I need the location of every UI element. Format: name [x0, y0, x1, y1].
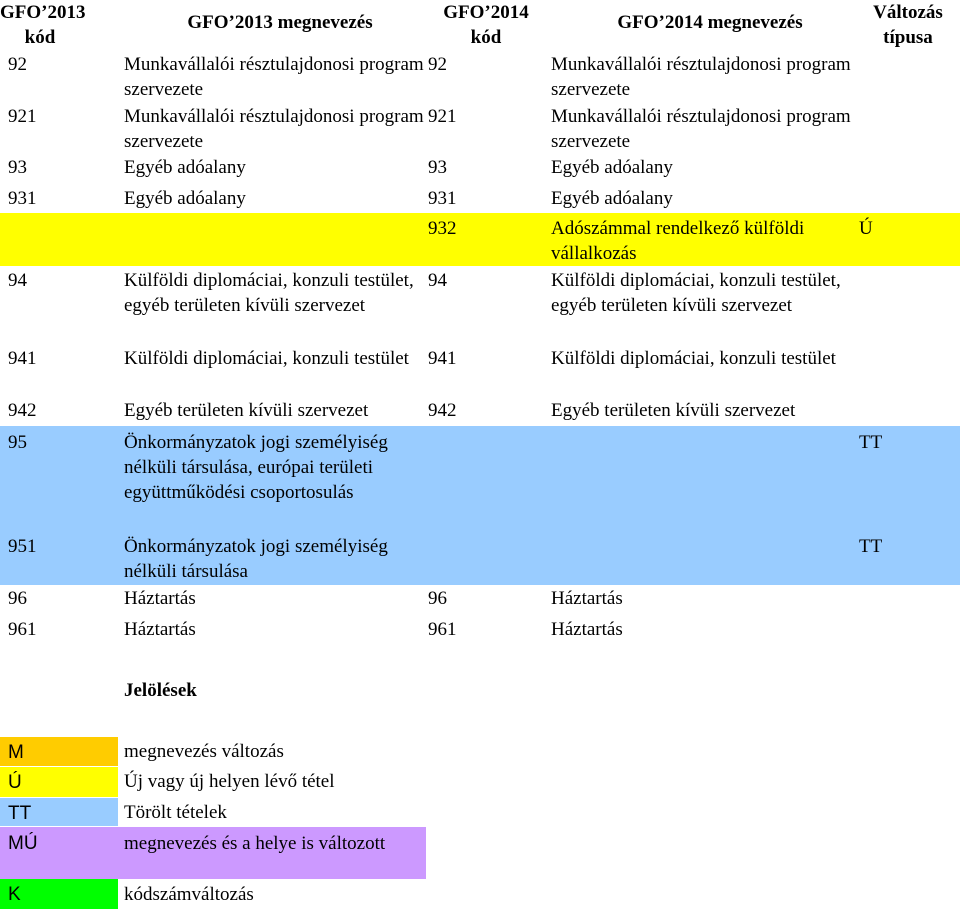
legend-label: Új vagy új helyen lévő tétel: [124, 771, 335, 792]
gfo2013-code: 96: [8, 588, 27, 609]
legend-label: megnevezés változás: [124, 741, 284, 762]
legend-swatch: TT: [0, 798, 118, 826]
legend-label: Törölt tételek: [124, 802, 227, 823]
table-row: 94 Külföldi diplomáciai, konzuli testüle…: [0, 268, 960, 344]
legend-code: MÚ: [8, 833, 38, 854]
gfo2014-code: 921: [428, 106, 457, 127]
gfo2014-name: Háztartás: [551, 588, 623, 609]
table-row: 942 Egyéb területen kívüli szervezet 942…: [0, 398, 960, 425]
gfo2014-code: 92: [428, 54, 447, 75]
gfo2013-name: Önkormányzatok jogi személyiség nélküli …: [124, 432, 388, 503]
gfo2013-code: 931: [8, 188, 37, 209]
header-gfo2013-code: GFO’2013 kód: [0, 2, 86, 48]
gfo2013-name: Háztartás: [124, 619, 196, 640]
table-row: 931 Egyéb adóalany 931 Egyéb adóalany: [0, 186, 960, 213]
legend-code: TT: [8, 803, 32, 824]
gfo2013-name: Háztartás: [124, 588, 196, 609]
legend-item: TT Törölt tételek: [0, 798, 420, 826]
table-row: 96 Háztartás 96 Háztartás: [0, 586, 960, 613]
legend-item: M megnevezés változás: [0, 737, 420, 766]
legend-swatch: MÚ: [0, 827, 118, 879]
legend-title: Jelölések: [124, 680, 197, 701]
legend-item: MÚ megnevezés és a helye is változott: [0, 827, 426, 879]
header-change-type: Változás típusa: [873, 2, 943, 48]
gfo2013-name: Egyéb adóalany: [124, 188, 246, 209]
gfo2013-name: Egyéb adóalany: [124, 157, 246, 178]
gfo2014-code: 931: [428, 188, 457, 209]
gfo2014-name: Külföldi diplomáciai, konzuli testület: [551, 348, 836, 369]
gfo2013-name: Egyéb területen kívüli szervezet: [124, 400, 369, 421]
gfo2013-code: 951: [8, 536, 37, 557]
legend-label: kódszámváltozás: [124, 884, 254, 905]
gfo2014-code: 961: [428, 619, 457, 640]
legend-label: megnevezés és a helye is változott: [124, 833, 386, 854]
gfo2013-code: 921: [8, 106, 37, 127]
legend-swatch: K: [0, 879, 118, 909]
gfo2013-code: 94: [8, 270, 27, 291]
gfo2014-code: 93: [428, 157, 447, 178]
table-row: 92 Munkavállalói résztulajdonosi program…: [0, 52, 960, 102]
gfo2013-code: 941: [8, 348, 37, 369]
gfo2013-code: 961: [8, 619, 37, 640]
gfo2014-name: Munkavállalói résztulajdonosi program sz…: [551, 106, 851, 152]
change-type: TT: [859, 432, 883, 453]
legend-swatch: M: [0, 737, 118, 766]
gfo2014-code: 96: [428, 588, 447, 609]
header-gfo2014-code: GFO’2014 kód: [443, 2, 529, 48]
gfo2014-code: 932: [428, 218, 457, 239]
gfo2013-code: 95: [8, 432, 27, 453]
gfo2014-name: Háztartás: [551, 619, 623, 640]
gfo2013-name: Munkavállalói résztulajdonosi program sz…: [124, 106, 424, 152]
header-gfo2014-name: GFO’2014 megnevezés: [617, 12, 803, 33]
change-type: TT: [859, 536, 883, 557]
change-type: Ú: [859, 218, 873, 239]
table-row-deleted: 95 Önkormányzatok jogi személyiség nélkü…: [0, 426, 960, 585]
gfo2013-name: Munkavállalói résztulajdonosi program sz…: [124, 54, 424, 100]
gfo2014-code: 942: [428, 400, 457, 421]
gfo2013-code: 92: [8, 54, 27, 75]
gfo2014-name: Egyéb adóalany: [551, 157, 673, 178]
table-row-new: 932 Adószámmal rendelkező külföldi válla…: [0, 213, 960, 266]
legend-swatch: Ú: [0, 767, 118, 797]
gfo2013-code: 93: [8, 157, 27, 178]
gfo2014-name: Egyéb területen kívüli szervezet: [551, 400, 796, 421]
gfo2013-name: Külföldi diplomáciai, konzuli testület, …: [124, 270, 414, 316]
gfo2013-code: 942: [8, 400, 37, 421]
gfo2014-name: Külföldi diplomáciai, konzuli testület, …: [551, 270, 841, 316]
legend-item: K kódszámváltozás: [0, 879, 420, 909]
gfo2014-code: 941: [428, 348, 457, 369]
gfo2014-name: Egyéb adóalany: [551, 188, 673, 209]
table-row: 921 Munkavállalói résztulajdonosi progra…: [0, 104, 960, 154]
legend-item: Ú Új vagy új helyen lévő tétel: [0, 767, 420, 797]
legend-code: K: [8, 884, 21, 905]
legend-code: Ú: [8, 772, 22, 793]
gfo2014-code: 94: [428, 270, 447, 291]
table-row: 93 Egyéb adóalany 93 Egyéb adóalany: [0, 155, 960, 183]
gfo2013-name: Külföldi diplomáciai, konzuli testület: [124, 348, 409, 369]
gfo2014-name: Adószámmal rendelkező külföldi vállalkoz…: [551, 218, 805, 264]
table-row: 941 Külföldi diplomáciai, konzuli testül…: [0, 346, 960, 396]
gfo2014-name: Munkavállalói résztulajdonosi program sz…: [551, 54, 851, 100]
legend-code: M: [8, 742, 24, 763]
table-row: 961 Háztartás 961 Háztartás: [0, 617, 960, 644]
header-gfo2013-name: GFO’2013 megnevezés: [187, 12, 373, 33]
gfo2013-name: Önkormányzatok jogi személyiség nélküli …: [124, 536, 388, 582]
